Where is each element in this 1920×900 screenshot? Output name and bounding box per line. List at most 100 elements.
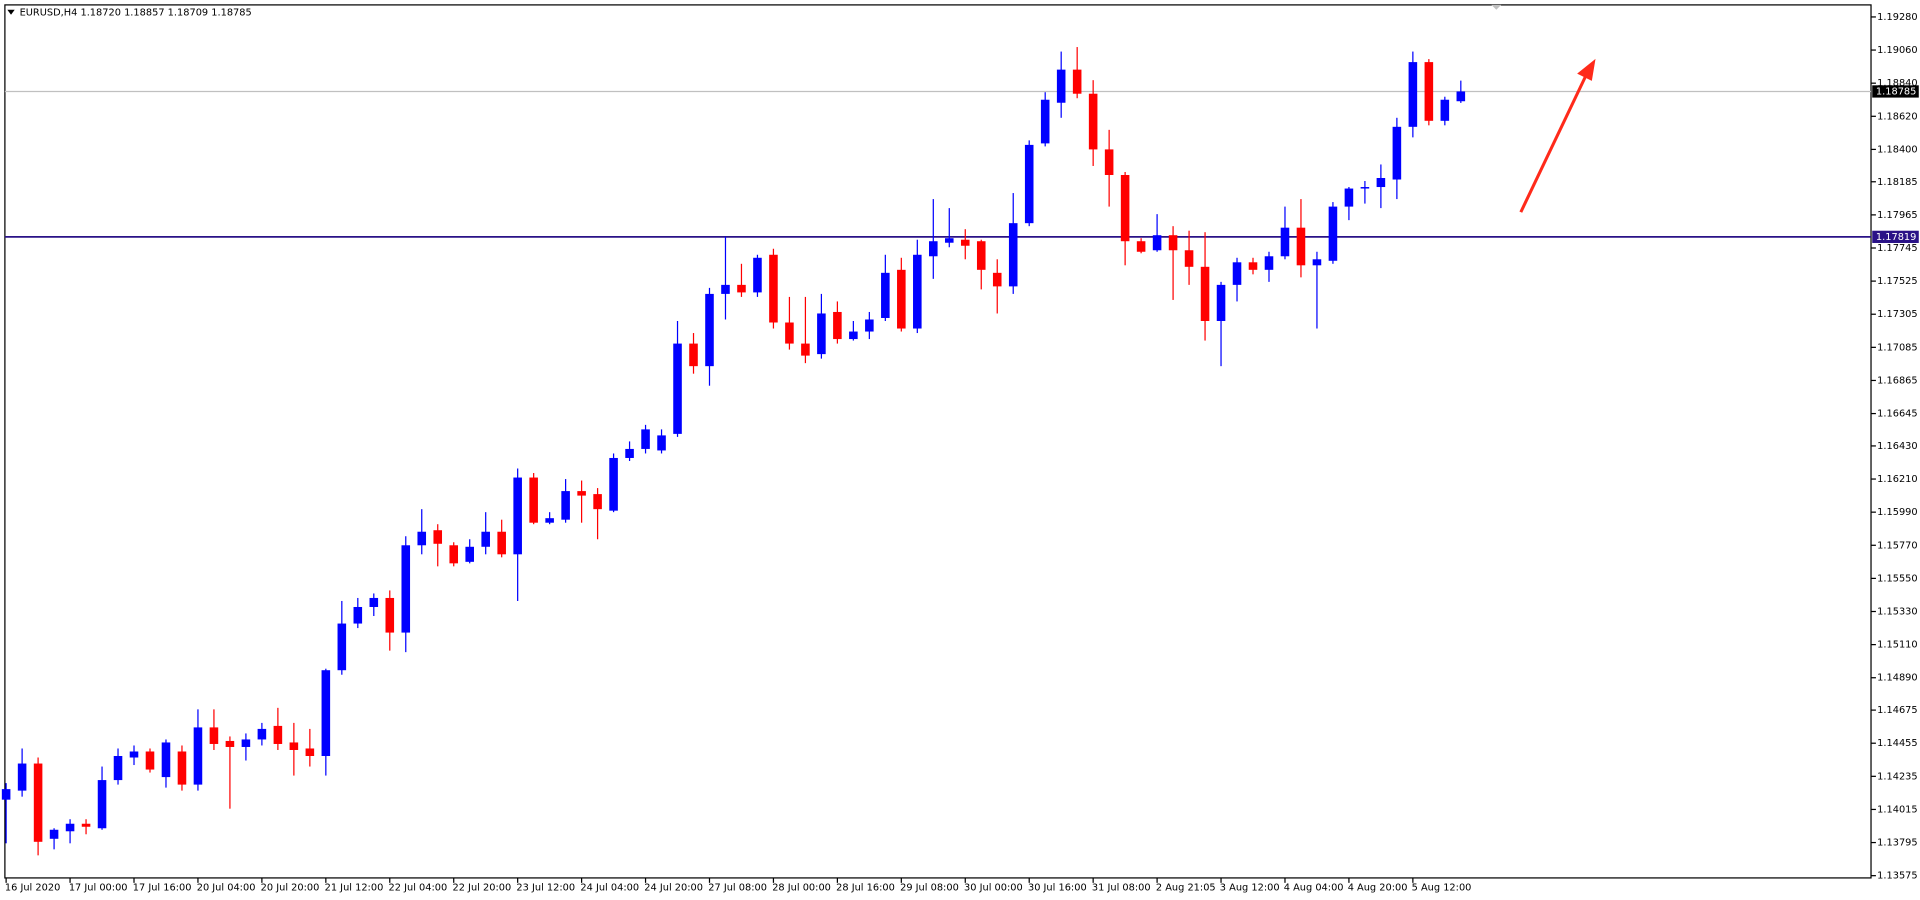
candle-body bbox=[1184, 250, 1194, 267]
x-tick-label: 24 Jul 04:00 bbox=[580, 883, 639, 894]
y-tick-label: 1.17965 bbox=[1877, 210, 1917, 221]
candle-body bbox=[1040, 99, 1050, 144]
candle-body bbox=[785, 322, 794, 344]
candle-body bbox=[1280, 227, 1290, 257]
candle-body bbox=[289, 742, 299, 750]
candle-body bbox=[992, 272, 1002, 287]
plot-frame bbox=[4, 4, 1872, 879]
last-price-box bbox=[1872, 85, 1919, 98]
candle-body bbox=[1344, 188, 1354, 207]
candle-body bbox=[593, 494, 602, 510]
candle-body bbox=[241, 739, 251, 747]
axis-layer: 1.19280 1.19060 1.18840 1.18620 1.18400 1.181… bbox=[5, 12, 1919, 894]
x-tick-label: 3 Aug 12:00 bbox=[1220, 883, 1280, 894]
lines-layer bbox=[4, 90, 1872, 238]
annotation-arrow bbox=[1519, 75, 1588, 213]
x-tick-label: 5 Aug 12:00 bbox=[1412, 883, 1472, 894]
x-tick-label: 23 Jul 12:00 bbox=[516, 883, 575, 894]
y-tick-label: 1.17745 bbox=[1877, 243, 1917, 254]
candle-body bbox=[1440, 99, 1450, 121]
menu-triangle[interactable] bbox=[7, 9, 15, 15]
candle-body bbox=[1264, 256, 1274, 270]
candle-body bbox=[145, 751, 155, 770]
candle-body bbox=[225, 740, 235, 747]
candle-body bbox=[129, 751, 139, 758]
candle-body bbox=[577, 491, 586, 496]
candle-body bbox=[833, 311, 842, 340]
x-tick-label: 20 Jul 04:00 bbox=[197, 883, 256, 894]
candle-body bbox=[1216, 284, 1226, 321]
candle-body bbox=[529, 477, 538, 523]
candle-body bbox=[1056, 69, 1066, 103]
y-tick-label: 1.18185 bbox=[1877, 177, 1917, 188]
candle-body bbox=[657, 435, 666, 451]
candle-body bbox=[769, 254, 778, 323]
candle-body bbox=[976, 241, 986, 270]
candle-body bbox=[1248, 262, 1258, 270]
x-tick-label: 31 Jul 08:00 bbox=[1092, 883, 1151, 894]
candle-body bbox=[65, 823, 75, 832]
shift-marker bbox=[1491, 4, 1502, 10]
x-tick-label: 22 Jul 04:00 bbox=[389, 883, 448, 894]
y-tick-label: 1.17085 bbox=[1877, 342, 1917, 353]
y-tick-label: 1.15550 bbox=[1877, 573, 1917, 584]
candle-body bbox=[321, 670, 331, 757]
candle-body bbox=[1424, 62, 1434, 121]
x-tick-label: 22 Jul 20:00 bbox=[452, 883, 511, 894]
candle-body bbox=[497, 531, 506, 555]
candle-body bbox=[49, 829, 59, 839]
y-tick-label: 1.13575 bbox=[1877, 871, 1917, 882]
candle-body bbox=[1392, 126, 1402, 180]
candle-body bbox=[689, 343, 698, 367]
y-tick-label: 1.17305 bbox=[1877, 309, 1917, 320]
candle-body bbox=[1376, 178, 1386, 188]
candle-body bbox=[625, 448, 634, 458]
x-tick-label: 24 Jul 20:00 bbox=[644, 883, 703, 894]
candle-body bbox=[161, 742, 171, 778]
x-tick-label: 17 Jul 00:00 bbox=[69, 883, 128, 894]
candles-layer bbox=[1, 47, 1466, 856]
candle-body bbox=[913, 254, 922, 329]
x-tick-label: 16 Jul 2020 bbox=[5, 883, 60, 894]
candle-body bbox=[1104, 149, 1114, 175]
candle-body bbox=[897, 269, 906, 329]
candle-body bbox=[721, 284, 730, 294]
candle-body bbox=[177, 751, 187, 785]
y-tick-label: 1.15110 bbox=[1877, 640, 1917, 651]
candle-body bbox=[1152, 235, 1162, 251]
candle-body bbox=[609, 457, 618, 511]
candle-body bbox=[1232, 262, 1242, 285]
y-tick-label: 1.16430 bbox=[1877, 441, 1917, 452]
candle-body bbox=[113, 756, 123, 781]
y-tick-label: 1.16865 bbox=[1877, 375, 1917, 386]
candle-body bbox=[1200, 266, 1210, 321]
x-tick-label: 20 Jul 20:00 bbox=[261, 883, 320, 894]
x-tick-label: 29 Jul 08:00 bbox=[900, 883, 959, 894]
candle-body bbox=[33, 763, 43, 842]
candle-body bbox=[1136, 241, 1146, 252]
candle-body bbox=[561, 491, 570, 520]
y-tick-label: 1.18840 bbox=[1877, 78, 1917, 89]
candle-body bbox=[801, 343, 810, 356]
candle-body bbox=[1, 789, 11, 800]
candle-body bbox=[929, 241, 938, 257]
candle-body bbox=[353, 606, 363, 624]
x-tick-label: 21 Jul 12:00 bbox=[325, 883, 384, 894]
chart-title: EURUSD,H4 1.18720 1.18857 1.18709 1.1878… bbox=[20, 7, 252, 18]
x-tick-label: 28 Jul 16:00 bbox=[836, 883, 895, 894]
last-price-label: 1.18785 bbox=[1876, 86, 1916, 97]
candle-body bbox=[193, 727, 203, 785]
candle-body bbox=[17, 763, 27, 791]
x-tick-label: 4 Aug 04:00 bbox=[1284, 883, 1344, 894]
candle-body bbox=[81, 823, 91, 827]
y-tick-label: 1.13795 bbox=[1877, 838, 1917, 849]
candle-body bbox=[1024, 144, 1034, 224]
y-tick-label: 1.14235 bbox=[1877, 771, 1917, 782]
candle-body bbox=[849, 331, 858, 340]
candle-body bbox=[417, 531, 427, 546]
candle-body bbox=[960, 239, 970, 246]
candle-body bbox=[705, 293, 714, 367]
